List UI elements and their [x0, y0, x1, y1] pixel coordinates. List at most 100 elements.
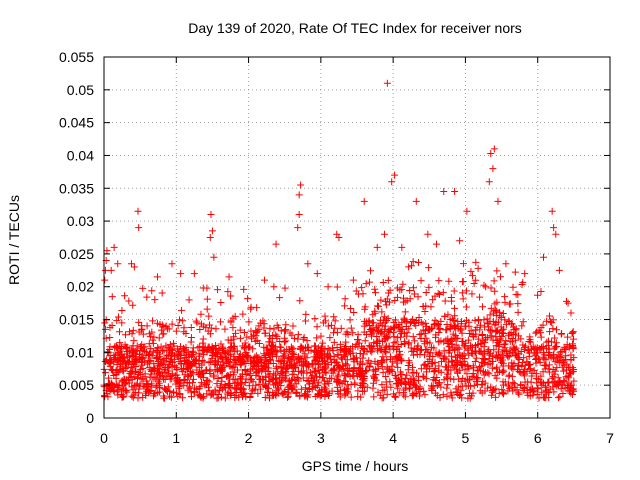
data-point: [419, 372, 427, 380]
data-point: [539, 368, 547, 376]
data-point: [272, 374, 280, 382]
data-point: [256, 385, 264, 393]
data-point: [525, 352, 533, 360]
data-point: [359, 290, 367, 298]
data-point: [370, 342, 378, 350]
data-point: [182, 330, 190, 338]
data-points: [100, 79, 578, 402]
data-point: [533, 379, 541, 387]
data-point: [193, 319, 201, 327]
data-point: [495, 389, 503, 397]
data-point: [505, 300, 513, 308]
data-point: [325, 379, 333, 387]
data-point: [246, 343, 254, 351]
data-point: [482, 283, 490, 291]
data-point: [112, 380, 120, 388]
data-point: [340, 352, 348, 360]
data-point: [265, 338, 273, 346]
data-point: [328, 387, 336, 395]
data-point: [401, 340, 409, 348]
data-point: [145, 364, 153, 372]
data-point: [150, 333, 158, 341]
data-point: [272, 365, 280, 373]
data-point: [135, 224, 143, 232]
data-point: [381, 347, 389, 355]
data-point: [217, 361, 225, 369]
data-point: [346, 372, 354, 380]
data-point: [206, 366, 214, 374]
data-point: [307, 347, 315, 355]
y-tick-label: 0.015: [59, 312, 94, 328]
data-point: [347, 324, 355, 332]
data-point: [487, 284, 495, 292]
data-point: [469, 331, 477, 339]
data-point: [487, 149, 495, 157]
data-point: [315, 379, 323, 387]
data-point: [217, 353, 225, 361]
data-point: [184, 386, 192, 394]
data-point: [409, 333, 417, 341]
data-point: [397, 357, 405, 365]
data-point: [236, 326, 244, 334]
data-point: [389, 343, 397, 351]
data-point: [185, 296, 193, 304]
data-point: [238, 380, 246, 388]
data-point: [370, 319, 378, 327]
data-point: [132, 353, 140, 361]
data-point: [283, 365, 291, 373]
data-point: [521, 270, 529, 278]
data-point: [319, 339, 327, 347]
data-point: [268, 347, 276, 355]
data-point: [143, 293, 151, 301]
data-point: [365, 321, 373, 329]
data-point: [199, 339, 207, 347]
data-point: [423, 338, 431, 346]
data-point: [457, 326, 465, 334]
data-point: [544, 378, 552, 386]
data-point: [484, 319, 492, 327]
data-point: [524, 347, 532, 355]
data-point: [428, 343, 436, 351]
data-point: [564, 299, 572, 307]
data-point: [430, 374, 438, 382]
data-point: [428, 386, 436, 394]
data-point: [218, 377, 226, 385]
data-point: [509, 378, 517, 386]
data-point: [549, 316, 557, 324]
data-point: [315, 390, 323, 398]
data-point: [498, 332, 506, 340]
data-point: [221, 394, 229, 402]
data-point: [198, 370, 206, 378]
data-point: [434, 289, 442, 297]
data-point: [425, 264, 433, 272]
data-point: [211, 388, 219, 396]
data-point: [464, 346, 472, 354]
data-point: [188, 351, 196, 359]
data-point: [117, 342, 125, 350]
data-point: [152, 353, 160, 361]
data-point: [433, 320, 441, 328]
data-point: [435, 277, 443, 285]
data-point: [499, 390, 507, 398]
data-point: [304, 393, 312, 401]
data-point: [524, 391, 532, 399]
data-point: [489, 317, 497, 325]
data-point: [178, 306, 186, 314]
data-point: [285, 345, 293, 353]
data-point: [224, 372, 232, 380]
data-point: [514, 308, 522, 316]
data-point: [565, 379, 573, 387]
data-point: [461, 366, 469, 374]
data-point: [214, 367, 222, 375]
data-point: [491, 321, 499, 329]
data-point: [532, 370, 540, 378]
data-point: [164, 370, 172, 378]
data-point: [483, 334, 491, 342]
data-point: [510, 380, 518, 388]
data-point: [127, 260, 135, 268]
data-point: [476, 347, 484, 355]
data-point: [146, 387, 154, 395]
data-point: [363, 367, 371, 375]
data-point: [341, 347, 349, 355]
data-point: [184, 372, 192, 380]
